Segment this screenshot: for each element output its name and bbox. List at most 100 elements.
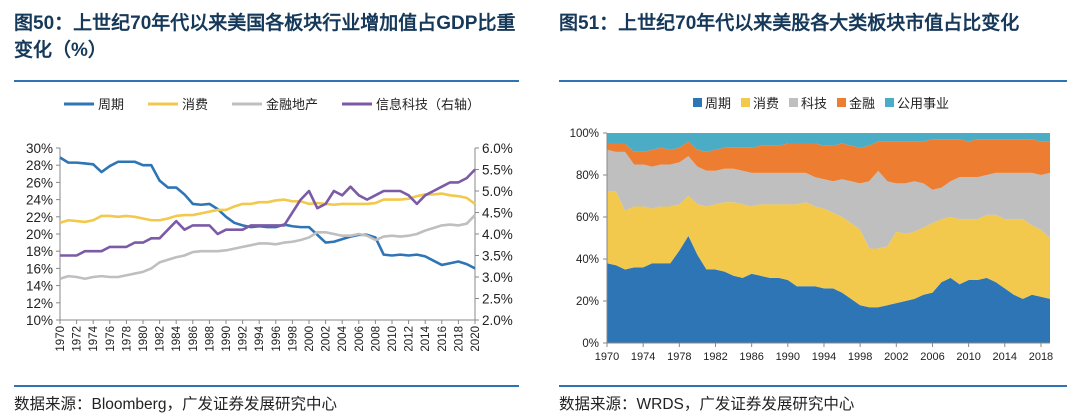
legend-item-1: 消费	[741, 96, 779, 111]
x-tick-label: 1996	[271, 326, 283, 352]
legend-swatch	[693, 98, 702, 107]
x-tick-label: 2002	[884, 351, 908, 363]
x-tick-label: 2014	[420, 325, 432, 351]
y-left-tick-label: 10%	[26, 313, 53, 328]
legend-item-2: 科技	[789, 96, 827, 111]
x-tick-label: 1976	[105, 326, 117, 352]
series-line-0	[59, 156, 476, 270]
x-tick-label: 1970	[55, 326, 67, 352]
series-line-1	[59, 192, 476, 225]
area-series-3	[607, 139, 1050, 190]
legend-item-3: 信息科技（右轴）	[342, 97, 480, 112]
x-tick-label: 1978	[121, 326, 133, 352]
x-tick-label: 1986	[739, 351, 763, 363]
x-tick-label: 2002	[321, 326, 333, 352]
y-left-tick-label: 12%	[26, 296, 53, 311]
x-tick-label: 2006	[920, 351, 944, 363]
x-tick-label: 2010	[956, 351, 980, 363]
figure-50-title-text: ：上世纪70年代以来美国各板块行业增加值占GDP比重变化（%）	[14, 13, 516, 61]
legend-label: 消费	[182, 97, 208, 112]
y-right-tick-label: 6.0%	[482, 141, 513, 156]
y-right-tick-label: 5.0%	[482, 184, 513, 199]
figure-50-panel: 图50：上世纪70年代以来美国各板块行业增加值占GDP比重变化（%） 周期 消费 金…	[0, 0, 535, 417]
line-chart: 周期 消费 金融地产 信息科技（右轴） 10% 12% 14% 16% 18% 20% 22% 24%…	[26, 97, 513, 352]
x-tick-label: 2018	[1029, 351, 1053, 363]
figure-50-source-rule	[14, 385, 519, 387]
x-tick-label: 1974	[88, 325, 100, 351]
x-tick-label: 2004	[337, 325, 349, 351]
figure-51-label: 图51	[559, 13, 600, 34]
figure-51-source: 数据来源：WRDS，广发证券发展研究中心	[559, 396, 855, 413]
y-left-tick-label: 20%	[26, 227, 53, 242]
y-right-tick-label: 4.5%	[482, 206, 513, 221]
legend-label: 信息科技（右轴）	[376, 97, 480, 112]
x-tick-label: 1984	[171, 325, 183, 351]
stacked-area-chart: 周期 消费 科技 金融 公用事业 0% 20% 40% 60% 80% 100% 1970 1974 19…	[570, 96, 1054, 363]
x-tick-label: 2016	[437, 326, 449, 352]
area-series-4	[607, 133, 1050, 152]
legend-label: 金融地产	[266, 97, 318, 112]
y-left-tick-label: 18%	[26, 244, 53, 259]
y-right-tick-label: 3.0%	[482, 270, 513, 285]
y-left-tick-label: 30%	[26, 141, 53, 156]
legend-item-4: 公用事业	[885, 96, 949, 111]
x-tick-label: 2012	[404, 326, 416, 352]
legend-item-2: 金融地产	[232, 97, 318, 112]
figure-50-title-rule	[14, 80, 519, 82]
x-tick-label: 1994	[254, 325, 266, 351]
x-tick-label: 1982	[155, 326, 167, 352]
x-tick-label: 2018	[453, 326, 465, 352]
y-right-tick-label: 5.5%	[482, 163, 513, 178]
x-tick-label: 1980	[138, 326, 150, 352]
x-tick-label: 2014	[993, 351, 1017, 363]
figure-51-panel: 图51：上世纪70年代以来美股各大类板块市值占比变化 周期 消费 科技 金融 公用事业 0…	[545, 0, 1080, 417]
y-tick-label: 0%	[582, 338, 599, 350]
legend-swatch	[741, 98, 750, 107]
y-tick-label: 100%	[570, 128, 599, 140]
figure-50-source: 数据来源：Bloomberg，广发证券发展研究中心	[14, 396, 337, 413]
y-tick-label: 80%	[576, 170, 599, 182]
area-series-1	[607, 191, 1050, 308]
figure-51-source-rule	[559, 385, 1067, 387]
x-tick-label: 2010	[387, 326, 399, 352]
legend-swatch	[885, 98, 894, 107]
legend-label: 公用事业	[897, 96, 949, 111]
area-series-0	[607, 235, 1050, 343]
y-left-tick-label: 28%	[26, 158, 53, 173]
series-line-2	[59, 214, 476, 281]
legend-swatch	[789, 98, 798, 107]
y-left-tick-label: 14%	[26, 279, 53, 294]
x-tick-label: 2006	[354, 326, 366, 352]
x-tick-label: 2020	[470, 326, 482, 352]
legend-item-0: 周期	[693, 96, 731, 111]
x-tick-label: 1970	[595, 351, 619, 363]
figure-50-label: 图50	[14, 13, 55, 34]
legend-label: 周期	[705, 96, 731, 111]
legend-item-3: 金融	[837, 96, 875, 111]
area-series-2	[607, 149, 1050, 249]
y-tick-label: 40%	[576, 254, 599, 266]
x-tick-label: 2000	[304, 326, 316, 352]
series-line-3	[60, 168, 476, 257]
y-right-tick-label: 2.5%	[482, 292, 513, 307]
x-tick-label: 1972	[72, 326, 84, 352]
x-tick-label: 1998	[287, 326, 299, 352]
x-tick-label: 1994	[812, 351, 836, 363]
y-tick-label: 20%	[576, 296, 599, 308]
y-left-tick-label: 16%	[26, 261, 53, 276]
x-tick-label: 1982	[703, 351, 727, 363]
legend-item-0: 周期	[64, 97, 124, 112]
x-tick-label: 1990	[221, 326, 233, 352]
legend-label: 金融	[849, 96, 875, 111]
x-tick-label: 2008	[370, 326, 382, 352]
x-tick-label: 1986	[188, 326, 200, 352]
legend-item-1: 消费	[148, 97, 208, 112]
y-left-tick-label: 26%	[26, 175, 53, 190]
figure-50-title: 图50：上世纪70年代以来美国各板块行业增加值占GDP比重变化（%）	[14, 10, 519, 64]
x-tick-label: 1974	[631, 351, 655, 363]
figure-51-title: 图51：上世纪70年代以来美股各大类板块市值占比变化	[559, 10, 1064, 37]
x-tick-label: 1978	[667, 351, 691, 363]
legend-label: 科技	[801, 96, 827, 111]
legend-label: 周期	[98, 97, 124, 112]
x-tick-label: 1988	[204, 326, 216, 352]
